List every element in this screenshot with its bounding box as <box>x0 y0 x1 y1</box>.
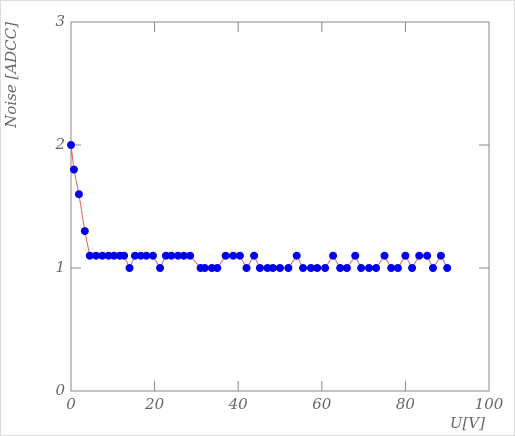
data-point <box>120 251 129 260</box>
data-point <box>393 264 402 272</box>
data-point <box>365 264 374 272</box>
y-tick-label: 1 <box>55 258 65 276</box>
plot-frame <box>70 21 490 392</box>
data-point <box>372 264 381 272</box>
data-point <box>306 264 315 272</box>
data-point <box>336 264 345 272</box>
data-point <box>125 264 134 272</box>
data-point <box>235 251 244 260</box>
y-tick-label: 0 <box>55 381 65 399</box>
data-point <box>148 251 157 260</box>
data-point <box>342 264 351 272</box>
data-point <box>380 251 389 260</box>
data-point <box>179 251 188 260</box>
data-point <box>142 251 151 260</box>
data-point <box>250 251 259 260</box>
data-point <box>321 264 330 272</box>
data-point <box>351 251 360 260</box>
data-point <box>428 264 437 272</box>
x-tick-label: 100 <box>475 395 504 413</box>
data-point <box>67 141 75 149</box>
y-tick-label: 2 <box>54 135 65 153</box>
x-tick-label: 0 <box>66 395 76 413</box>
x-tick-label: 40 <box>228 395 249 413</box>
data-point <box>329 251 338 260</box>
data-point <box>387 264 396 272</box>
data-point <box>423 251 432 260</box>
data-point <box>85 251 94 260</box>
data-point <box>167 251 176 260</box>
data-point <box>313 264 322 272</box>
data-point <box>200 264 209 272</box>
data-point <box>98 251 107 260</box>
data-point <box>292 251 301 260</box>
data-point <box>401 251 410 260</box>
data-point <box>74 190 83 199</box>
y-axis-label: Noise [ADCC] <box>2 22 20 129</box>
data-point <box>436 251 445 260</box>
data-point <box>156 264 165 272</box>
data-point <box>276 264 284 272</box>
x-axis-label: U[V] <box>450 414 485 432</box>
data-point <box>443 264 452 272</box>
data-point <box>174 251 183 260</box>
data-point <box>255 264 264 272</box>
data-point <box>80 227 89 236</box>
data-point <box>242 264 251 272</box>
data-point <box>415 251 424 260</box>
data-point <box>69 165 78 174</box>
data-point <box>110 251 119 260</box>
series-line <box>70 144 448 270</box>
data-point <box>229 251 238 260</box>
data-point <box>221 251 230 260</box>
data-point <box>213 264 222 272</box>
data-point <box>408 264 417 272</box>
y-tick-label: 3 <box>55 12 65 30</box>
data-point <box>298 264 307 272</box>
x-tick-label: 20 <box>144 395 165 413</box>
data-point <box>284 264 293 272</box>
data-point <box>268 264 277 272</box>
data-point <box>186 251 195 260</box>
data-point <box>357 264 366 272</box>
x-tick-label: 60 <box>312 395 332 413</box>
data-point <box>130 251 139 260</box>
data-point <box>92 251 101 260</box>
x-tick-label: 80 <box>396 395 416 413</box>
